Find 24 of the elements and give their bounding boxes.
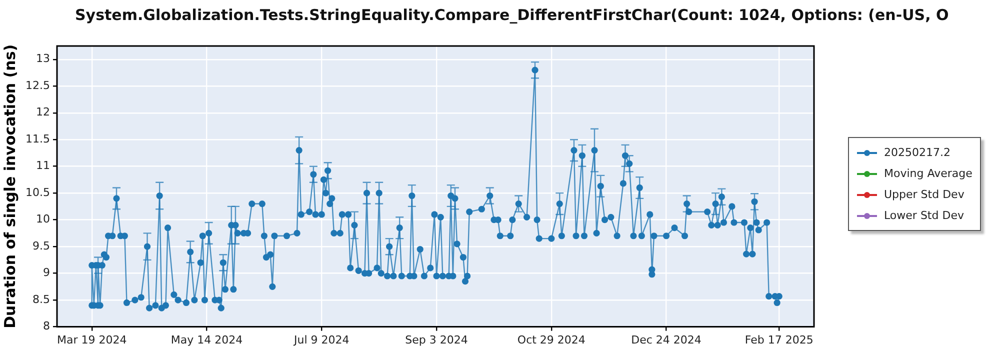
y-axis-title: Duration of single invocation (ns) [0,44,19,328]
legend-label: Upper Std Dev [884,188,964,201]
chart-title: System.Globalization.Tests.StringEquality.Compare_DifferentFirstChar(Count: 1024, Options: (en-US, O [75,6,949,24]
y-tick-label: 13 [36,52,50,66]
legend-label: 20250217.2 [884,146,950,159]
y-tick-label: 8.5 [32,292,50,306]
x-tick-label: Jul 9 2024 [293,333,350,346]
legend-label: Moving Average [884,167,972,180]
y-tick-label: 12.5 [26,78,50,92]
y-tick-label: 9 [43,266,50,280]
x-tick-label: May 14 2024 [170,333,243,346]
y-tick-label: 8 [43,320,50,333]
x-tick-label: Feb 17 2025 [744,333,814,346]
y-tick-label: 9.5 [32,239,50,252]
x-tick-label: Dec 24 2024 [631,333,702,346]
y-tick-label: 10 [36,212,50,226]
y-tick-label: 12 [36,106,50,119]
legend-label: Lower Std Dev [884,209,964,222]
x-tick-label: Mar 19 2024 [57,333,127,346]
y-tick-label: 11.5 [26,132,50,146]
x-tick-label: Sep 3 2024 [405,333,468,346]
y-tick-label: 10.5 [26,186,50,199]
x-tick-label: Oct 29 2024 [517,333,586,346]
y-tick-label: 11 [36,159,50,172]
